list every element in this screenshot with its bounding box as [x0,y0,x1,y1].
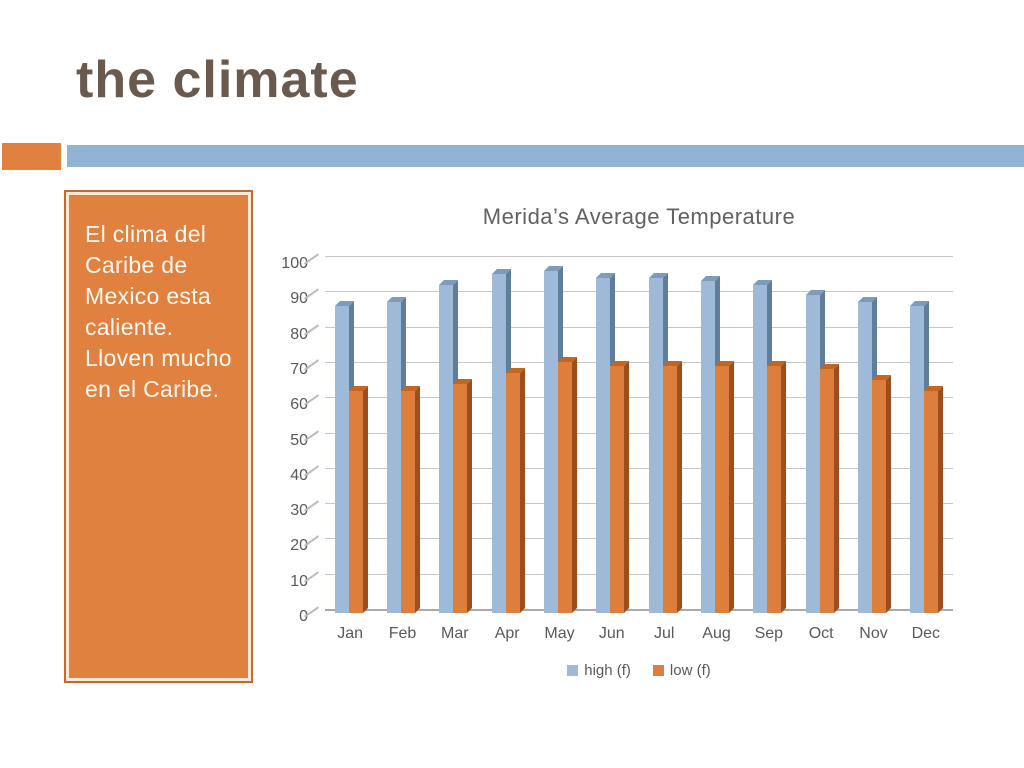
accent-orange-rect [2,143,61,170]
textbox-line-3: Mexico esta [85,283,212,309]
legend-swatch-high [567,665,579,676]
y-axis-label-40: 40 [290,466,308,484]
textbox-line-6: en el Caribe. [85,376,220,402]
bar-high-sep [753,279,773,613]
bar-side-face [833,364,839,613]
y-axis-label-0: 0 [299,608,308,625]
x-axis-label-jul: Jul [653,625,675,642]
x-axis-line [325,609,953,611]
bar-high-oct [805,290,825,613]
x-axis-label-oct: Oct [808,625,834,642]
gridline-80 [325,326,953,328]
legend-item-low: low (f) [652,662,711,679]
bar-low-feb [401,385,420,613]
bar-side-face [886,375,891,613]
bar-side-face [519,368,525,613]
bar-high-aug [701,276,720,613]
bar-side-face [624,360,630,613]
accent-blue-band [67,145,1024,167]
bar-high-nov [858,297,877,613]
legend-label-high: high (f) [584,662,631,679]
bar-high-may [544,265,563,613]
chart-legend: high (f) low (f) [325,662,953,679]
bar-low-dec [924,385,944,613]
textbox-line-5: Lloven mucho [85,345,232,371]
y-axis-label-70: 70 [290,360,308,378]
bar-low-nov [872,375,891,613]
y-axis-label-30: 30 [290,502,308,520]
bar-high-mar [439,279,459,613]
bar-low-jan [348,385,368,613]
gridline-20 [325,538,953,540]
bar-low-apr [505,368,525,613]
legend-item-high: high (f) [567,662,631,679]
legend-swatch-low [652,665,664,676]
bar-high-jul [648,272,668,613]
bar-high-dec [910,300,930,613]
gridline-70 [325,361,953,363]
bar-side-face [362,385,368,613]
chart-title: Merida’s Average Temperature [482,204,796,229]
gridline-50 [325,432,953,434]
gridline-90 [325,291,953,293]
bar-side-face [415,385,420,613]
y-axis-label-20: 20 [290,537,308,555]
bar-high-jan [334,300,354,613]
textbox-line-1: El clima del [85,221,207,247]
bar-side-face [938,385,944,613]
bar-low-oct [819,364,839,613]
textbox-line-4: caliente. [85,314,174,340]
gridline-60 [325,397,953,399]
gridline-100 [325,256,953,257]
bar-low-jul [662,360,682,613]
bar-side-face [781,360,787,613]
x-axis-label-may: May [544,625,575,642]
y-axis-label-100: 100 [281,255,308,272]
y-axis-label-60: 60 [290,396,308,414]
y-axis-label-90: 90 [290,290,308,308]
legend-label-low: low (f) [669,662,711,679]
bar-low-sep [767,360,787,613]
x-axis-label-nov: Nov [859,625,888,642]
bar-low-may [558,357,577,613]
spanish-text-box: El clima del Caribe de Mexico esta caliente… [64,190,253,683]
x-axis-label-feb: Feb [388,625,417,642]
slide-title: the climate [76,51,359,109]
x-axis-label-jan: Jan [337,625,364,642]
bar-high-feb [387,297,406,613]
y-axis-label-80: 80 [290,325,308,343]
bar-side-face [729,360,734,613]
bar-side-face [572,357,577,613]
textbox-line-2: Caribe de [85,252,188,278]
gridline-40 [325,467,953,469]
x-axis-label-aug: Aug [702,625,731,642]
bar-low-jun [610,360,630,613]
bar-low-aug [715,360,734,613]
bar-high-jun [596,272,616,613]
x-axis-label-apr: Apr [494,625,520,642]
bar-side-face [467,378,473,613]
x-axis-label-sep: Sep [754,625,784,642]
gridline-30 [325,503,953,505]
bar-side-face [676,360,682,613]
x-axis-label-mar: Mar [441,625,469,642]
y-axis-label-50: 50 [290,431,308,449]
x-axis-label-jun: Jun [598,625,625,642]
gridline-10 [325,573,953,575]
bar-low-mar [453,378,473,613]
bar-high-apr [491,269,511,613]
y-axis-label-10: 10 [290,572,308,590]
x-axis-label-dec: Dec [911,625,941,642]
